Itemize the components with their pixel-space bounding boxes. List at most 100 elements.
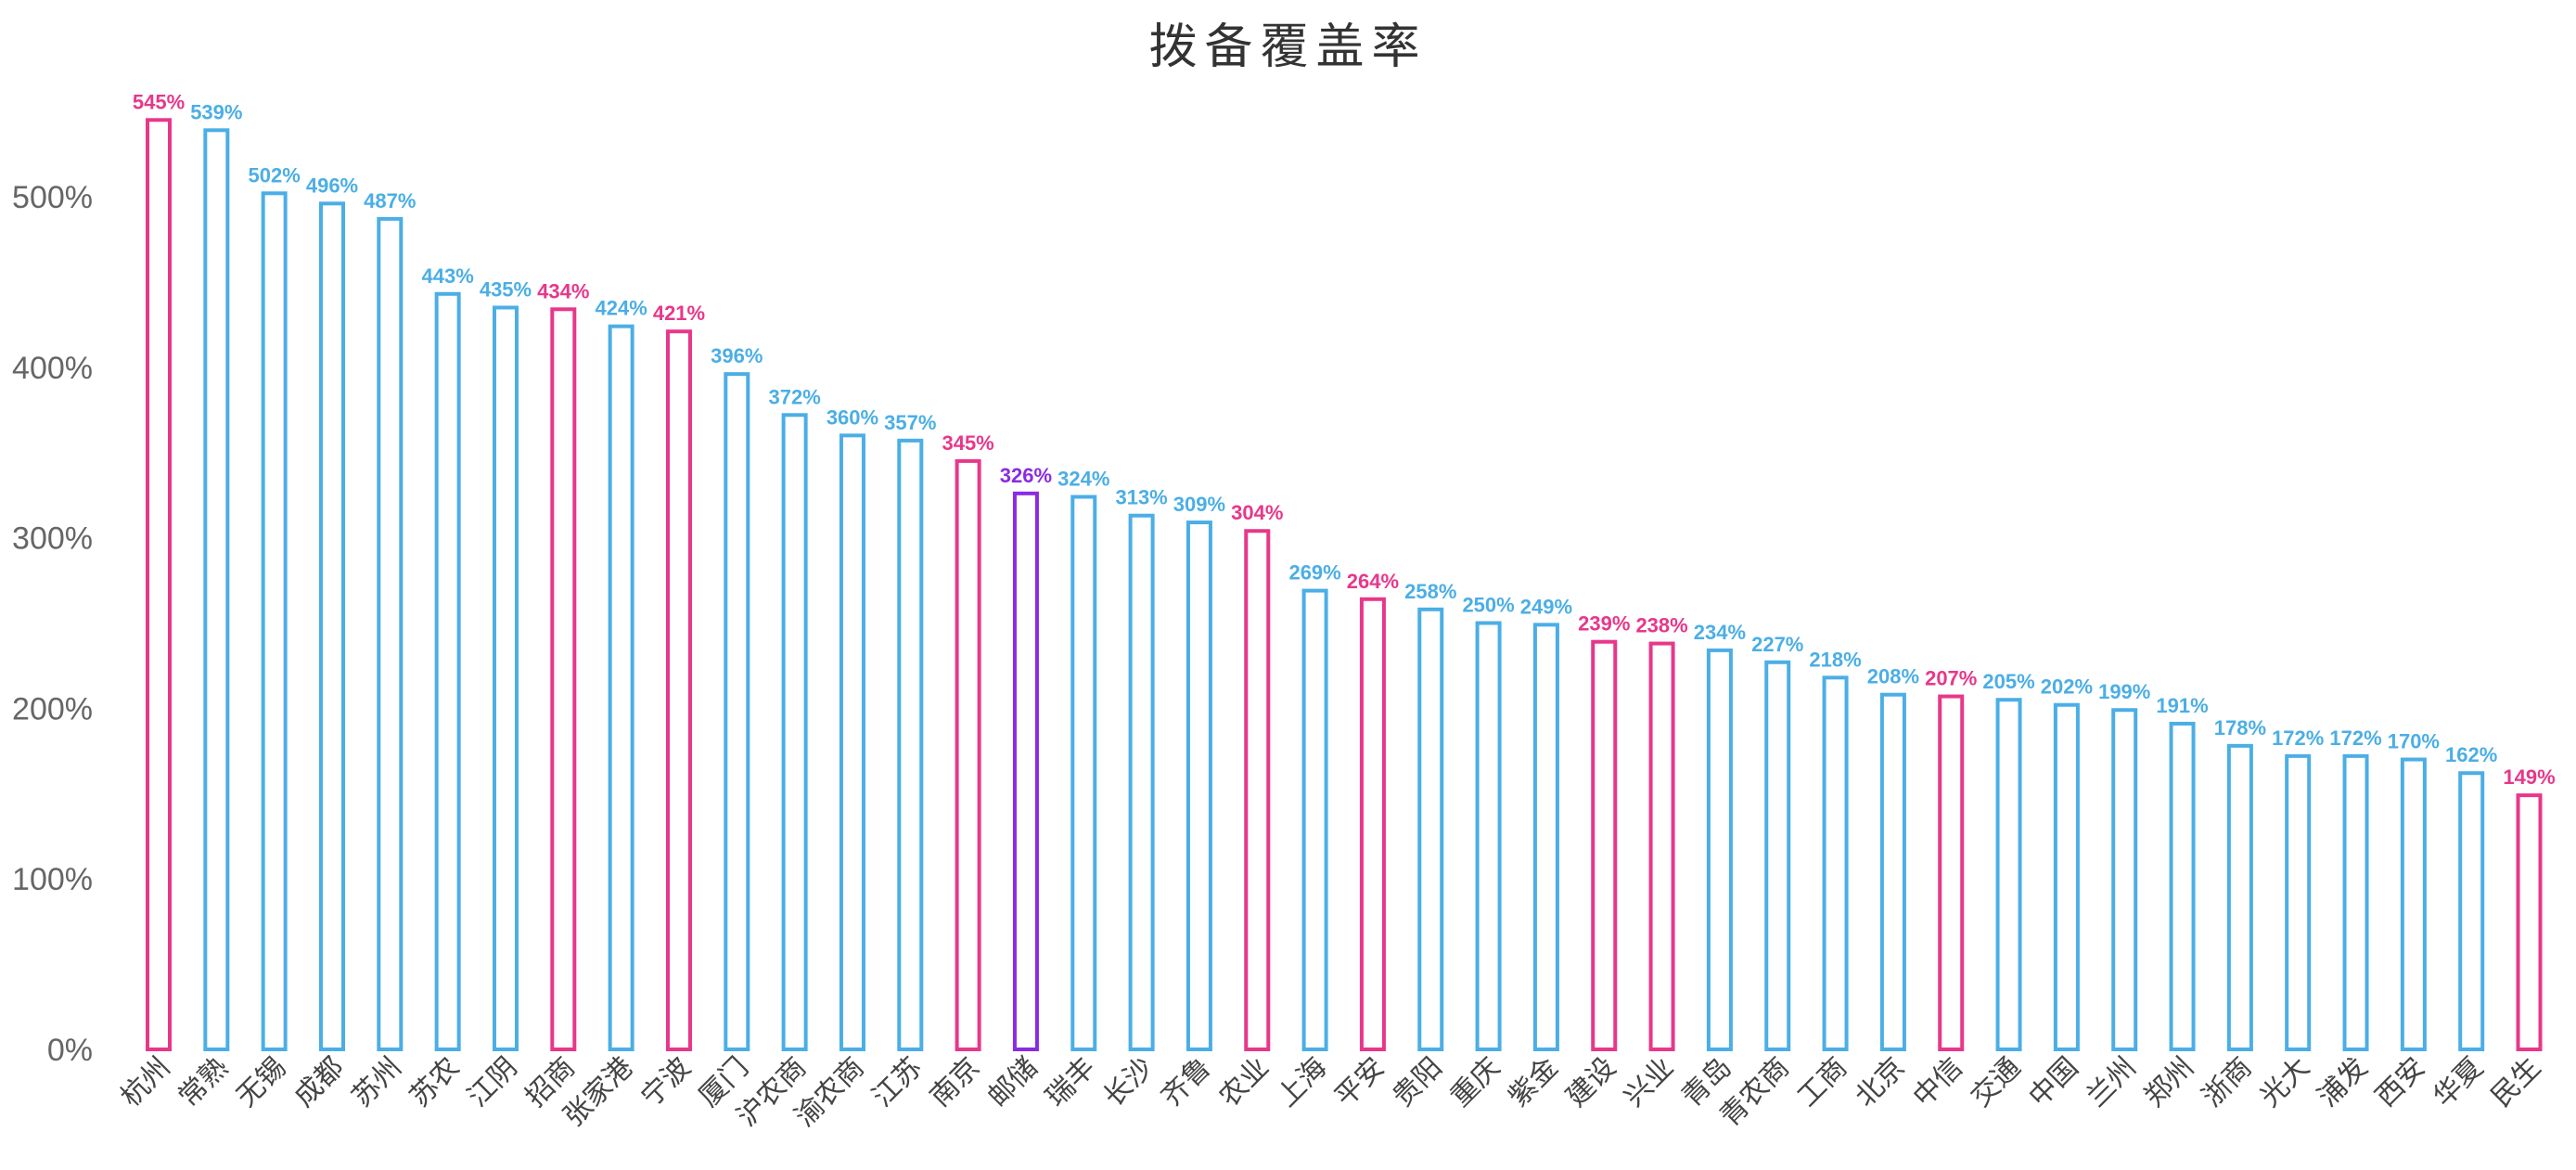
x-tick-label: 常熟	[173, 1051, 235, 1113]
x-tick-label: 苏州	[346, 1051, 408, 1113]
bar	[1532, 623, 1559, 1051]
bar	[897, 438, 924, 1052]
bar	[2516, 793, 2543, 1051]
y-tick-label: 500%	[12, 180, 93, 215]
x-tick-label: 西安	[2369, 1051, 2431, 1113]
bar	[1591, 639, 1618, 1052]
bar	[492, 305, 519, 1052]
data-label: 264%	[1347, 570, 1399, 593]
bar	[2458, 771, 2485, 1052]
data-label: 238%	[1635, 614, 1687, 637]
bar	[724, 372, 750, 1052]
data-label: 309%	[1173, 493, 1225, 516]
data-label: 487%	[364, 189, 416, 212]
data-labels: 545% 539% 502% 496% 487% 443%435% 434% 424% 421%…	[133, 90, 2556, 789]
bar	[1475, 621, 1502, 1051]
x-tick-label: 工商	[1791, 1051, 1853, 1113]
x-tick-label: 瑞丰	[1040, 1051, 1102, 1113]
x-tick-label: 中国	[2022, 1051, 2084, 1113]
bar	[781, 413, 808, 1052]
x-tick-label: 齐鲁	[1155, 1051, 1217, 1113]
data-label: 250%	[1462, 594, 1514, 617]
data-label: 496%	[306, 174, 358, 197]
bar	[1764, 660, 1791, 1051]
bar	[608, 324, 634, 1051]
data-label: 202%	[2041, 675, 2093, 699]
x-tick-label: 贵阳	[1387, 1051, 1449, 1113]
bar	[1128, 513, 1155, 1051]
x-tick-label: 苏农	[404, 1051, 466, 1113]
bar	[665, 329, 692, 1051]
x-tick-label: 民生	[2485, 1051, 2547, 1113]
x-tick-label: 华夏	[2428, 1051, 2490, 1113]
bar	[1359, 597, 1386, 1051]
data-label: 162%	[2445, 743, 2497, 766]
x-tick-label: 郑州	[2138, 1051, 2200, 1113]
bar	[1417, 607, 1444, 1052]
data-label: 435%	[480, 277, 532, 301]
bar	[2053, 702, 2080, 1051]
x-tick-label: 宁波	[634, 1051, 697, 1113]
data-label: 205%	[1982, 670, 2034, 693]
x-tick-label: 江阴	[461, 1051, 523, 1113]
bar	[203, 128, 230, 1051]
data-label: 502%	[249, 163, 301, 186]
bar	[2400, 757, 2427, 1051]
x-tick-label: 北京	[1849, 1051, 1911, 1113]
data-label: 239%	[1578, 612, 1630, 636]
y-tick-label: 300%	[12, 521, 93, 557]
chart-title: 拨备覆盖率	[1148, 19, 1428, 75]
bar	[955, 458, 981, 1051]
data-label: 304%	[1231, 501, 1283, 524]
x-tick-label: 成都	[288, 1051, 350, 1113]
data-label: 172%	[2329, 726, 2381, 750]
data-label: 218%	[1809, 648, 1861, 671]
bar	[1648, 641, 1675, 1052]
bar	[2226, 743, 2253, 1051]
y-tick-label: 0%	[47, 1033, 93, 1068]
x-tick-label: 农业	[1213, 1051, 1275, 1113]
bar	[1244, 529, 1271, 1051]
bar	[318, 201, 345, 1052]
bar	[1012, 491, 1039, 1051]
y-tick-label: 200%	[12, 691, 93, 726]
x-tick-label: 杭州	[114, 1051, 176, 1113]
data-label: 149%	[2503, 765, 2555, 789]
data-label: 443%	[422, 264, 474, 288]
data-label: 269%	[1288, 561, 1340, 585]
data-label: 434%	[537, 279, 589, 302]
x-axis: 杭州常熟无锡成都苏州苏农江阴招商张家港宁波厦门沪农商渝农商江苏南京邮储瑞丰长沙齐…	[114, 1051, 2547, 1133]
data-label: 170%	[2388, 730, 2440, 753]
data-label: 313%	[1115, 486, 1167, 509]
y-tick-label: 100%	[12, 862, 93, 897]
bar	[261, 191, 288, 1052]
data-label: 345%	[942, 431, 993, 455]
bar	[2169, 721, 2196, 1052]
x-tick-label: 邮储	[981, 1051, 1044, 1113]
bar	[1995, 698, 2022, 1052]
bar	[146, 118, 172, 1052]
x-tick-label: 上海	[1271, 1051, 1333, 1113]
x-tick-label: 建设	[1560, 1051, 1622, 1113]
data-label: 249%	[1520, 595, 1572, 618]
data-label: 258%	[1404, 580, 1456, 603]
x-tick-label: 兰州	[2081, 1051, 2143, 1113]
bar	[1301, 588, 1328, 1051]
data-label: 424%	[595, 297, 647, 320]
bar	[1070, 495, 1097, 1051]
data-label: 208%	[1867, 665, 1919, 688]
x-tick-label: 光大	[2254, 1051, 2316, 1113]
x-tick-label: 兴业	[1618, 1051, 1680, 1113]
data-label: 357%	[884, 411, 936, 434]
data-label: 207%	[1925, 667, 1977, 690]
bars	[146, 118, 2543, 1052]
data-label: 360%	[827, 405, 878, 429]
bar	[1822, 675, 1849, 1051]
bar	[1706, 648, 1733, 1052]
bar	[1879, 692, 1906, 1051]
x-tick-label: 重庆	[1444, 1051, 1506, 1113]
bar	[377, 216, 404, 1052]
data-label: 178%	[2214, 716, 2266, 739]
